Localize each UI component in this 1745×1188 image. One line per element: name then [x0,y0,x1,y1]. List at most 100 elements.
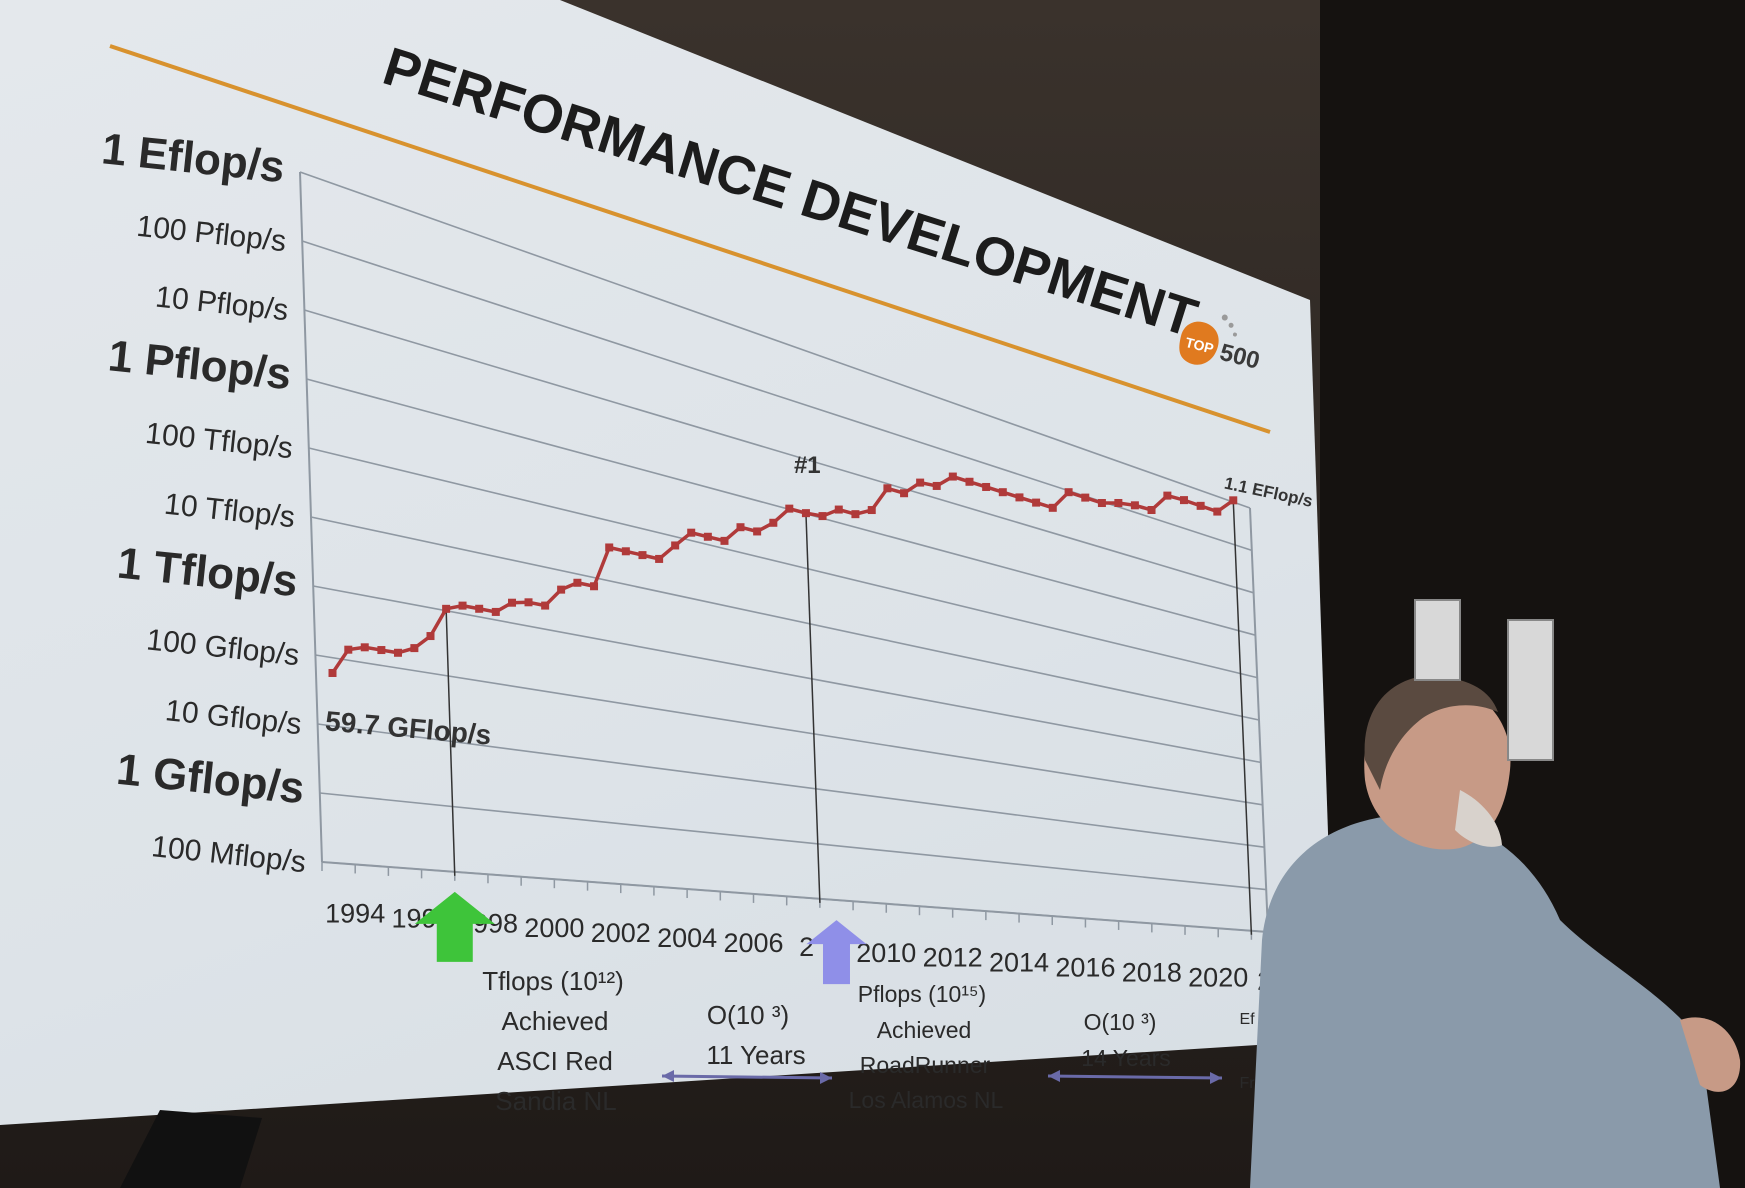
logo-dot-icon [1228,322,1234,328]
y-tick-label: 100 Gflop/s [145,623,301,672]
gridline [308,447,1258,679]
gridline [317,723,1265,848]
span-14-years: O(10 ³) 14 Years [1047,1009,1223,1084]
series-point [687,528,696,537]
series-point [655,554,664,563]
series-point [982,482,991,491]
span-note-line: O(10 ³) [1084,1009,1157,1035]
laptop-silhouette [120,1110,262,1188]
gridline [319,792,1267,891]
series-point [948,472,957,481]
tflops-arrow-icon [414,891,495,962]
y-axis-line [299,171,323,863]
series-point [965,477,974,486]
wall-frame [1507,619,1554,761]
series-point [883,484,892,493]
tflops-marker-line [445,608,456,876]
series-point [475,604,484,613]
pflops-arrow-shape [806,920,867,985]
tflops-note-line: Sandia NL [495,1086,616,1116]
x-tick-label: 2016 [1055,952,1115,982]
pflops-arrow-icon [806,920,867,985]
series-point [328,668,337,677]
series-point [1213,507,1222,516]
series-point [900,489,909,498]
y-tick-labels: 100 Mflop/s 1 Gflop/s10 Gflop/s 100 Gflop/… [99,124,307,879]
series-point [377,646,386,655]
tflops-note-line: Tflops (10¹²) [482,966,624,996]
eflops-note: Ef Fr [1239,1011,1255,1092]
series-point [541,601,550,610]
series-point [621,547,630,556]
pflops-note-line: Los Alamos NL [849,1087,1004,1113]
pflops-note-line: Pflops (10¹⁵) [858,981,986,1007]
y-tick-label: 10 Tflop/s [163,488,297,535]
pflops-note-line: Achieved [877,1017,972,1043]
gridline [315,654,1263,806]
series-point [736,523,745,532]
top500-logo: TOP 500 [1179,314,1262,375]
series-performance [328,472,1238,677]
x-tick-label: 1994 [325,898,385,928]
series-point [1097,499,1106,508]
x-tick-label: 2018 [1122,957,1182,987]
y-tick-label: 100 Tflop/s [144,417,295,465]
milestone-lines [445,500,1253,935]
span-arrow-icon [1047,1074,1223,1080]
series-point [458,601,467,610]
x-tick-label: 2000 [524,913,584,943]
series-point [524,598,533,607]
series-point [1163,491,1172,500]
gridline [306,378,1256,636]
series-point [1229,496,1238,505]
chart-title: PERFORMANCE DEVELOPMENT [376,36,1204,349]
pflops-note-line: RoadRunner [860,1052,991,1078]
y-tick-label: 1 Pflop/s [106,331,293,399]
series-point [834,505,843,514]
x-tick-label: 2002 [591,918,651,948]
series-point [1032,498,1041,507]
series-point [867,506,876,515]
span-note-line: 14 Years [1081,1045,1171,1071]
series-point [573,578,582,587]
logo-badge-text: TOP [1184,334,1216,356]
axes [299,171,1269,940]
series-point [508,598,517,607]
series-point [638,551,647,560]
series-point [998,488,1007,497]
y-tick-label: 10 Gflop/s [164,694,303,741]
series-point [590,582,599,591]
logo-dot-icon [1232,332,1237,337]
number-one-label: #1 [794,452,821,479]
series-point [720,536,729,545]
y-tick-label: 1 Eflop/s [99,124,286,192]
logo-dot-icon [1221,314,1228,321]
series-point [671,541,680,550]
series-point [916,478,925,487]
series-point [442,604,451,613]
eflops-marker-line [1232,500,1253,935]
gridline [299,171,1251,509]
series-point [557,585,566,594]
right-axis-line [1249,507,1269,933]
y-tick-label: 1 Gflop/s [114,745,306,813]
series-point [703,532,712,541]
gridline [313,585,1261,764]
x-tick-label: 2012 [923,943,983,973]
x-tick-label: 2020 [1188,962,1248,992]
x-tick-label: 2 [799,932,814,962]
y-tick-label: 100 Mflop/s [150,830,308,879]
x-axis-line [321,861,1269,933]
x-tick-label: 2004 [657,923,717,953]
series-point [605,543,614,552]
series-point [1147,506,1156,515]
logo-badge-icon [1179,321,1219,365]
span-note-line: 11 Years [706,1040,805,1070]
x-tick-label: 2010 [856,938,916,968]
tflops-note-line: ASCI Red [497,1046,613,1076]
series-point [851,510,860,519]
series-point [801,509,810,518]
tflops-note: Tflops (10¹²) Achieved ASCI Red Sandia N… [482,966,624,1116]
series-point [1081,493,1090,502]
span-11-years: O(10 ³) 11 Years [661,1000,833,1084]
